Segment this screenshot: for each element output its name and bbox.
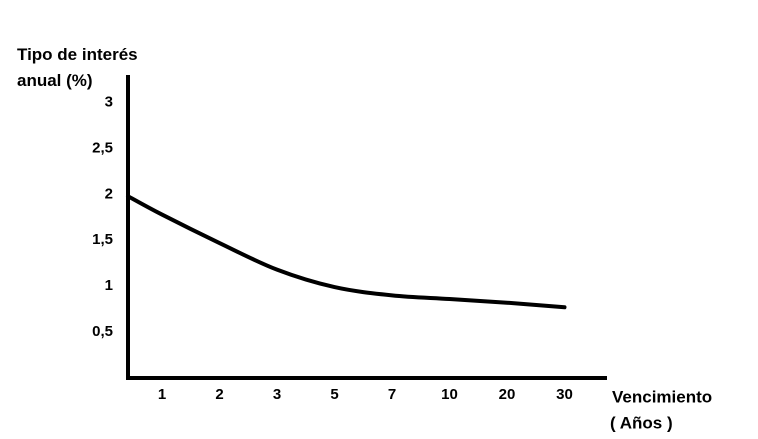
x-tick-label: 7 — [388, 386, 396, 403]
y-tick-label: 1 — [105, 277, 113, 294]
x-axis-unit: ( Años ) — [610, 413, 673, 432]
x-tick-label: 30 — [556, 386, 573, 403]
x-tick-label: 20 — [499, 386, 516, 403]
y-tick-label: 1,5 — [92, 231, 113, 248]
y-tick-label: 0,5 — [92, 323, 113, 340]
yield-curve — [126, 194, 567, 310]
x-tick-label: 5 — [330, 386, 338, 403]
x-axis-title: Vencimiento — [612, 387, 712, 406]
x-tick-label: 1 — [158, 386, 166, 403]
y-tick-label: 2 — [105, 185, 113, 202]
x-tick-label: 10 — [441, 386, 458, 403]
y-tick-label: 2,5 — [92, 139, 113, 156]
x-tick-label: 3 — [273, 386, 281, 403]
y-tick-label: 3 — [105, 94, 113, 111]
y-axis-title: Tipo de interés anual (%) — [17, 45, 138, 90]
x-tick-label: 2 — [215, 386, 223, 403]
